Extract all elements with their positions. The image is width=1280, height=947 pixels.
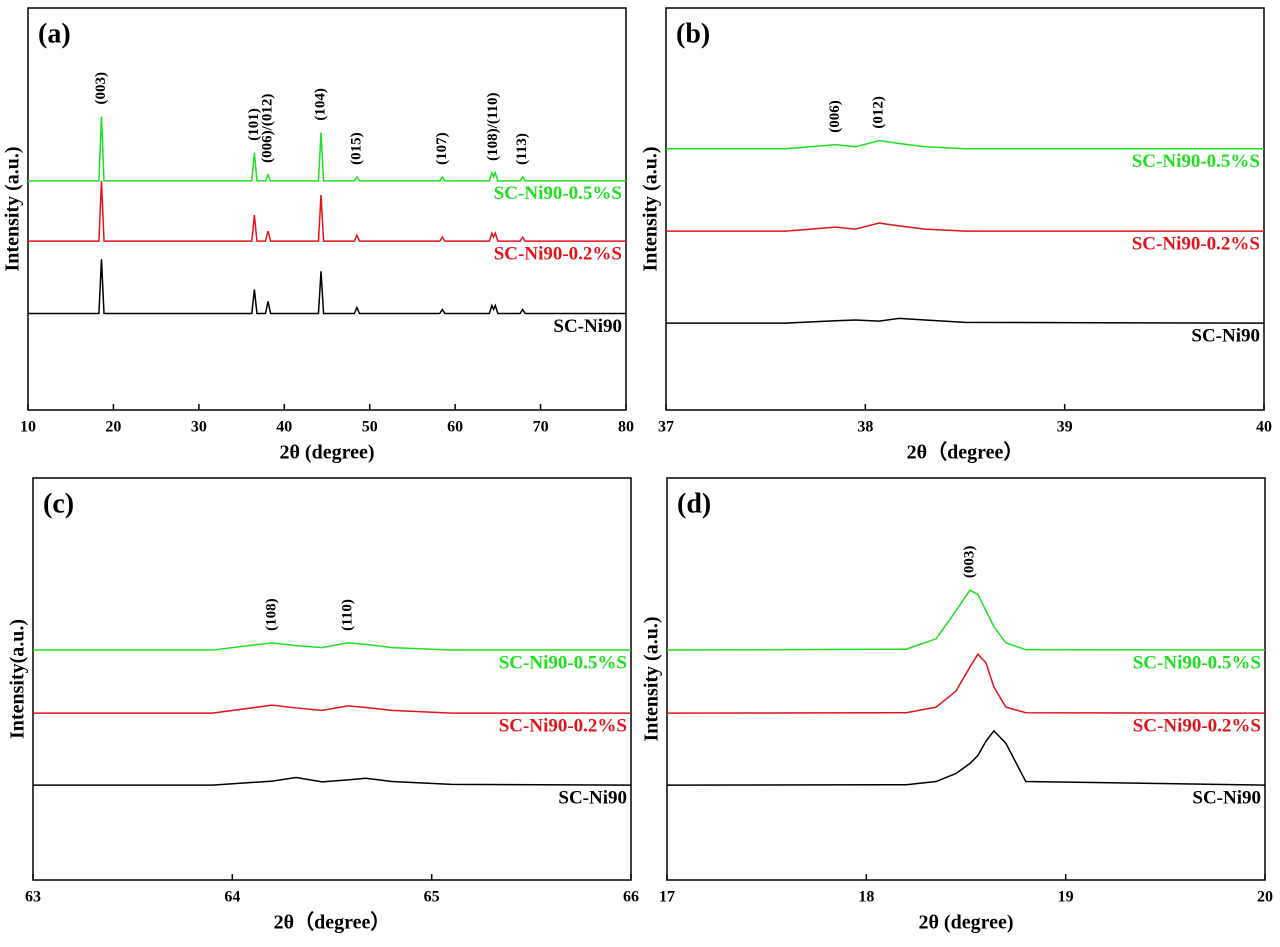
x-tick-label: 40 (276, 419, 292, 436)
x-tick-label: 37 (658, 419, 674, 436)
x-tick-label: 39 (1057, 419, 1073, 436)
panel-title: (a) (38, 18, 71, 49)
y-axis-label: Intensity (a.u.) (641, 616, 663, 741)
x-tick-label: 30 (191, 419, 207, 436)
peak-label: (003) (961, 546, 977, 579)
legend-label: SC-Ni90-0.5%S (1133, 652, 1261, 673)
x-tick-label: 80 (618, 419, 634, 436)
series-line (666, 652, 1266, 714)
x-tick-label: 18 (858, 889, 874, 906)
x-tick-label: 20 (1257, 889, 1273, 906)
x-tick-label: 65 (424, 889, 440, 906)
legend-label: SC-Ni90-0.2%S (1133, 716, 1261, 737)
x-axis-label: 2θ (degree) (279, 442, 374, 464)
peak-label: (110) (339, 599, 355, 631)
peak-label: (104) (312, 88, 328, 121)
series-line (33, 704, 631, 714)
x-tick-label: 17 (659, 889, 675, 906)
peak-label: (107) (434, 132, 450, 165)
x-tick-label: 70 (533, 419, 549, 436)
plot-frame (32, 477, 632, 881)
peak-label: (012) (871, 96, 887, 129)
x-axis-label: 2θ（degree） (274, 911, 391, 934)
x-tick-label: 19 (1058, 889, 1074, 906)
panel-title: (d) (677, 488, 711, 519)
x-axis-label: 2θ（degree） (907, 441, 1024, 464)
legend-label: SC-Ni90 (1192, 787, 1261, 808)
series-line (28, 180, 626, 242)
x-axis-label: 2θ (degree) (918, 912, 1013, 934)
legend-label: SC-Ni90-0.5%S (494, 183, 622, 204)
series-line (666, 317, 1265, 324)
peak-label: (108) (264, 598, 280, 631)
panel-title: (b) (676, 18, 710, 49)
x-tick-label: 64 (224, 889, 240, 906)
peak-label: (006) (827, 100, 843, 133)
series-line (28, 116, 626, 182)
legend-label: SC-Ni90-0.5%S (499, 652, 627, 673)
series-line (666, 139, 1264, 150)
peak-label: (003) (93, 72, 109, 104)
series-line (666, 729, 1266, 786)
legend-label: SC-Ni90-0.2%S (1132, 233, 1260, 254)
peak-label: (015) (348, 132, 364, 165)
plot-frame (665, 7, 1265, 411)
x-tick-label: 40 (1256, 419, 1272, 436)
series-line (33, 642, 631, 651)
legend-label: SC-Ni90 (553, 316, 622, 337)
series-line (666, 589, 1266, 651)
series-line (33, 776, 632, 786)
x-tick-label: 10 (20, 419, 36, 436)
peak-label: (113) (514, 133, 530, 165)
y-axis-label: Intensity (a.u.) (640, 146, 662, 271)
y-axis-label: Intensity(a.u.) (7, 619, 29, 739)
legend-label: SC-Ni90-0.2%S (499, 716, 627, 737)
peak-label: (101) (246, 108, 262, 141)
peak-label: (108)/(110) (485, 92, 501, 160)
legend-label: SC-Ni90-0.2%S (494, 244, 622, 265)
x-tick-label: 63 (25, 889, 41, 906)
x-tick-label: 20 (105, 419, 121, 436)
plot-frame (27, 7, 627, 411)
peak-label: (006)/(012) (259, 94, 275, 163)
panel-title: (c) (43, 488, 74, 519)
x-tick-label: 60 (447, 419, 463, 436)
x-tick-label: 38 (857, 419, 873, 436)
plot-frame (666, 477, 1266, 881)
x-tick-label: 66 (623, 889, 639, 906)
x-tick-label: 50 (362, 419, 378, 436)
legend-label: SC-Ni90-0.5%S (1132, 151, 1260, 172)
series-line (666, 222, 1264, 232)
series-line (28, 259, 626, 315)
legend-label: SC-Ni90 (1191, 326, 1260, 347)
y-axis-label: Intensity (a.u.) (2, 146, 24, 271)
legend-label: SC-Ni90 (558, 787, 627, 808)
